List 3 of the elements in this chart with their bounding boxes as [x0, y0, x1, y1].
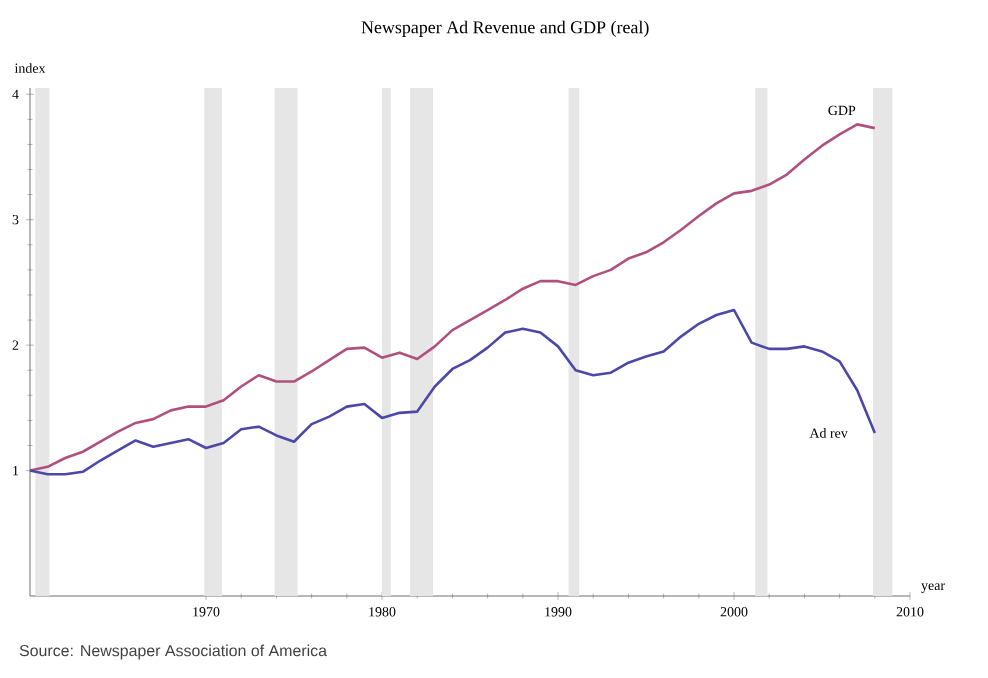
chart-title: Newspaper Ad Revenue and GDP (real) [361, 20, 649, 37]
line-series [28, 123, 877, 472]
line-series [28, 308, 877, 476]
